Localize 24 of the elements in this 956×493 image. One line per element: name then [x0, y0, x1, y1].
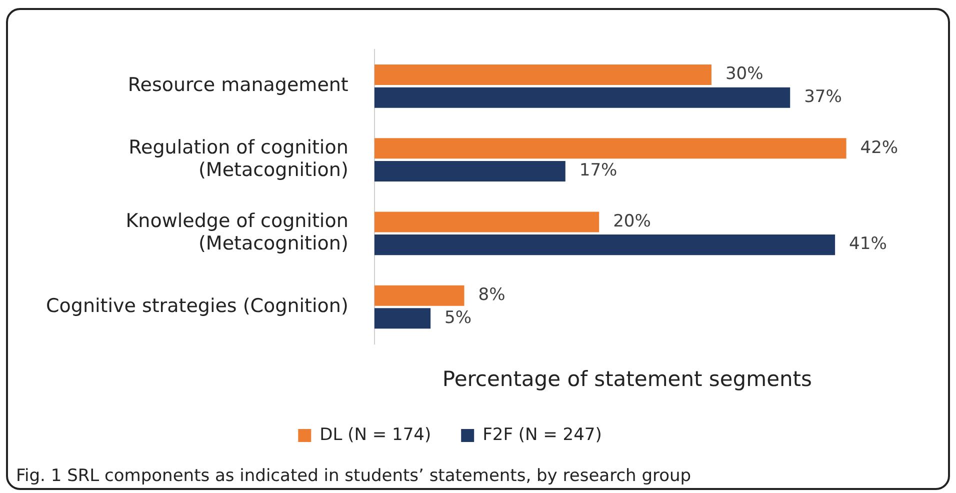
data-label: 5%: [444, 308, 472, 328]
data-label: 41%: [849, 234, 887, 254]
y-tick-label: Regulation of cognition (Metacognition): [128, 136, 348, 182]
y-tick-label: Resource management: [128, 74, 348, 96]
bar: [374, 87, 790, 108]
y-tick-label: Knowledge of cognition (Metacognition): [126, 210, 348, 255]
legend-label: DL (N = 174): [320, 424, 432, 445]
y-tick-label: Cognitive strategies (Cognition): [46, 294, 348, 317]
data-label: 42%: [860, 138, 898, 158]
caption: Fig. 1 SRL components as indicated in students’ statements, by research group: [16, 466, 692, 486]
bar: [374, 308, 431, 329]
data-label: 30%: [725, 64, 764, 84]
data-label: 17%: [579, 160, 618, 181]
bar: [374, 234, 836, 256]
x-axis-title: Percentage of statement segments: [442, 366, 812, 391]
data-label: 8%: [478, 285, 506, 306]
bar: [374, 285, 464, 306]
bar: [374, 160, 566, 182]
bar: [374, 212, 600, 232]
legend-label: F2F (N = 247): [482, 424, 602, 445]
bar: [374, 138, 846, 159]
data-label: 20%: [613, 211, 651, 232]
bar: [374, 64, 712, 86]
data-label: 37%: [804, 87, 842, 108]
